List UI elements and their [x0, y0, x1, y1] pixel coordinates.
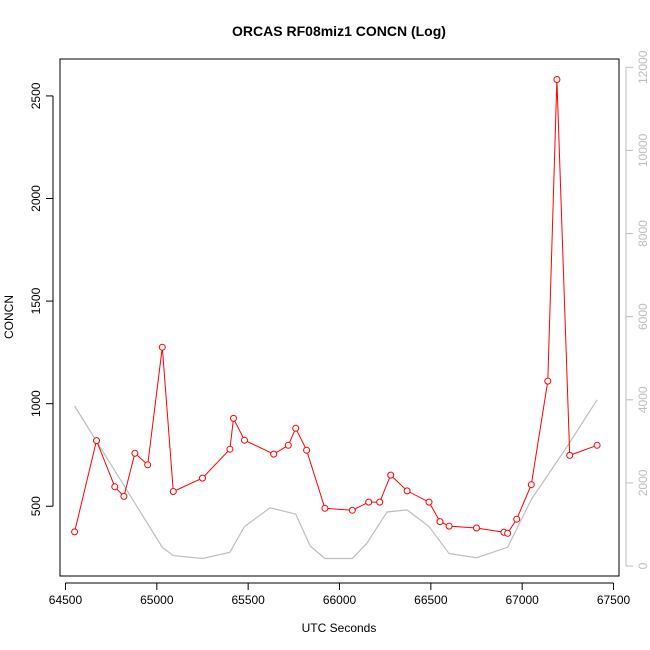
primary-series-point [241, 436, 248, 444]
primary-series-point [284, 441, 292, 449]
y-tick-label-left: 500 [29, 496, 43, 516]
y-tick-label-right: 2000 [636, 469, 650, 496]
primary-series-point [111, 483, 119, 491]
primary-series-point [425, 498, 433, 506]
primary-series-point [445, 522, 453, 530]
primary-series-point [376, 498, 384, 506]
primary-series-point [527, 481, 535, 489]
x-tick-label: 65000 [140, 593, 174, 607]
primary-series-point [292, 424, 300, 432]
primary-series-line [74, 79, 598, 534]
primary-series-point [321, 504, 329, 512]
x-tick-label: 67500 [597, 593, 631, 607]
y-axis-left: 500 1000 1500 2000 2500 [29, 82, 54, 516]
y-tick-label-right: 4000 [636, 386, 650, 413]
primary-series-point [504, 529, 512, 537]
primary-series-point [120, 492, 128, 500]
primary-series-point [270, 450, 278, 458]
plot-frame [59, 58, 620, 577]
primary-series-point [387, 471, 395, 479]
y-tick-label-left: 1000 [29, 390, 43, 417]
x-tick-label: 66500 [414, 593, 448, 607]
x-axis-label: UTC Seconds [302, 621, 377, 635]
primary-series-point [226, 445, 234, 453]
primary-series-point [348, 506, 356, 514]
y-tick-label-right: 10000 [636, 133, 650, 167]
x-tick-label: 67000 [505, 593, 539, 607]
y-tick-label-left: 2000 [29, 185, 43, 212]
chart-title: ORCAS RF08miz1 CONCN (Log) [232, 23, 446, 39]
primary-series-point [158, 343, 166, 351]
y-tick-label-right: 12000 [636, 50, 650, 84]
primary-series-point [144, 461, 152, 469]
primary-series-point [553, 76, 561, 83]
secondary-series-line [74, 399, 598, 560]
series-layer [71, 76, 601, 560]
y-axis-label: CONCN [2, 295, 16, 339]
primary-series-point [403, 487, 411, 495]
x-tick-label: 65500 [231, 593, 265, 607]
primary-series-point [566, 451, 574, 459]
primary-series-point [513, 515, 521, 523]
x-tick-label: 66000 [323, 593, 357, 607]
primary-series-point [544, 377, 552, 385]
primary-series-point [436, 518, 444, 526]
y-tick-label-left: 2500 [29, 82, 43, 109]
y-tick-label-right: 0 [636, 562, 650, 569]
y-axis-right: 0 2000 4000 6000 8000 10000 12000 [625, 50, 650, 569]
primary-series-point [593, 441, 601, 449]
primary-series-point [303, 446, 311, 454]
primary-series-point [365, 498, 373, 506]
x-tick-label: 64500 [49, 593, 83, 607]
primary-series-point [131, 449, 139, 457]
primary-series-point [169, 488, 177, 495]
y-tick-label-right: 6000 [636, 303, 650, 330]
y-tick-label-right: 8000 [636, 220, 650, 247]
primary-series-point [199, 474, 206, 482]
primary-series-point [93, 437, 100, 445]
primary-series-point [71, 528, 79, 536]
y-tick-label-left: 1500 [29, 287, 43, 314]
primary-series-point [230, 414, 237, 422]
x-axis: 64500 65000 65500 66000 66500 67000 67500 [49, 582, 631, 607]
primary-series-point [473, 524, 480, 532]
